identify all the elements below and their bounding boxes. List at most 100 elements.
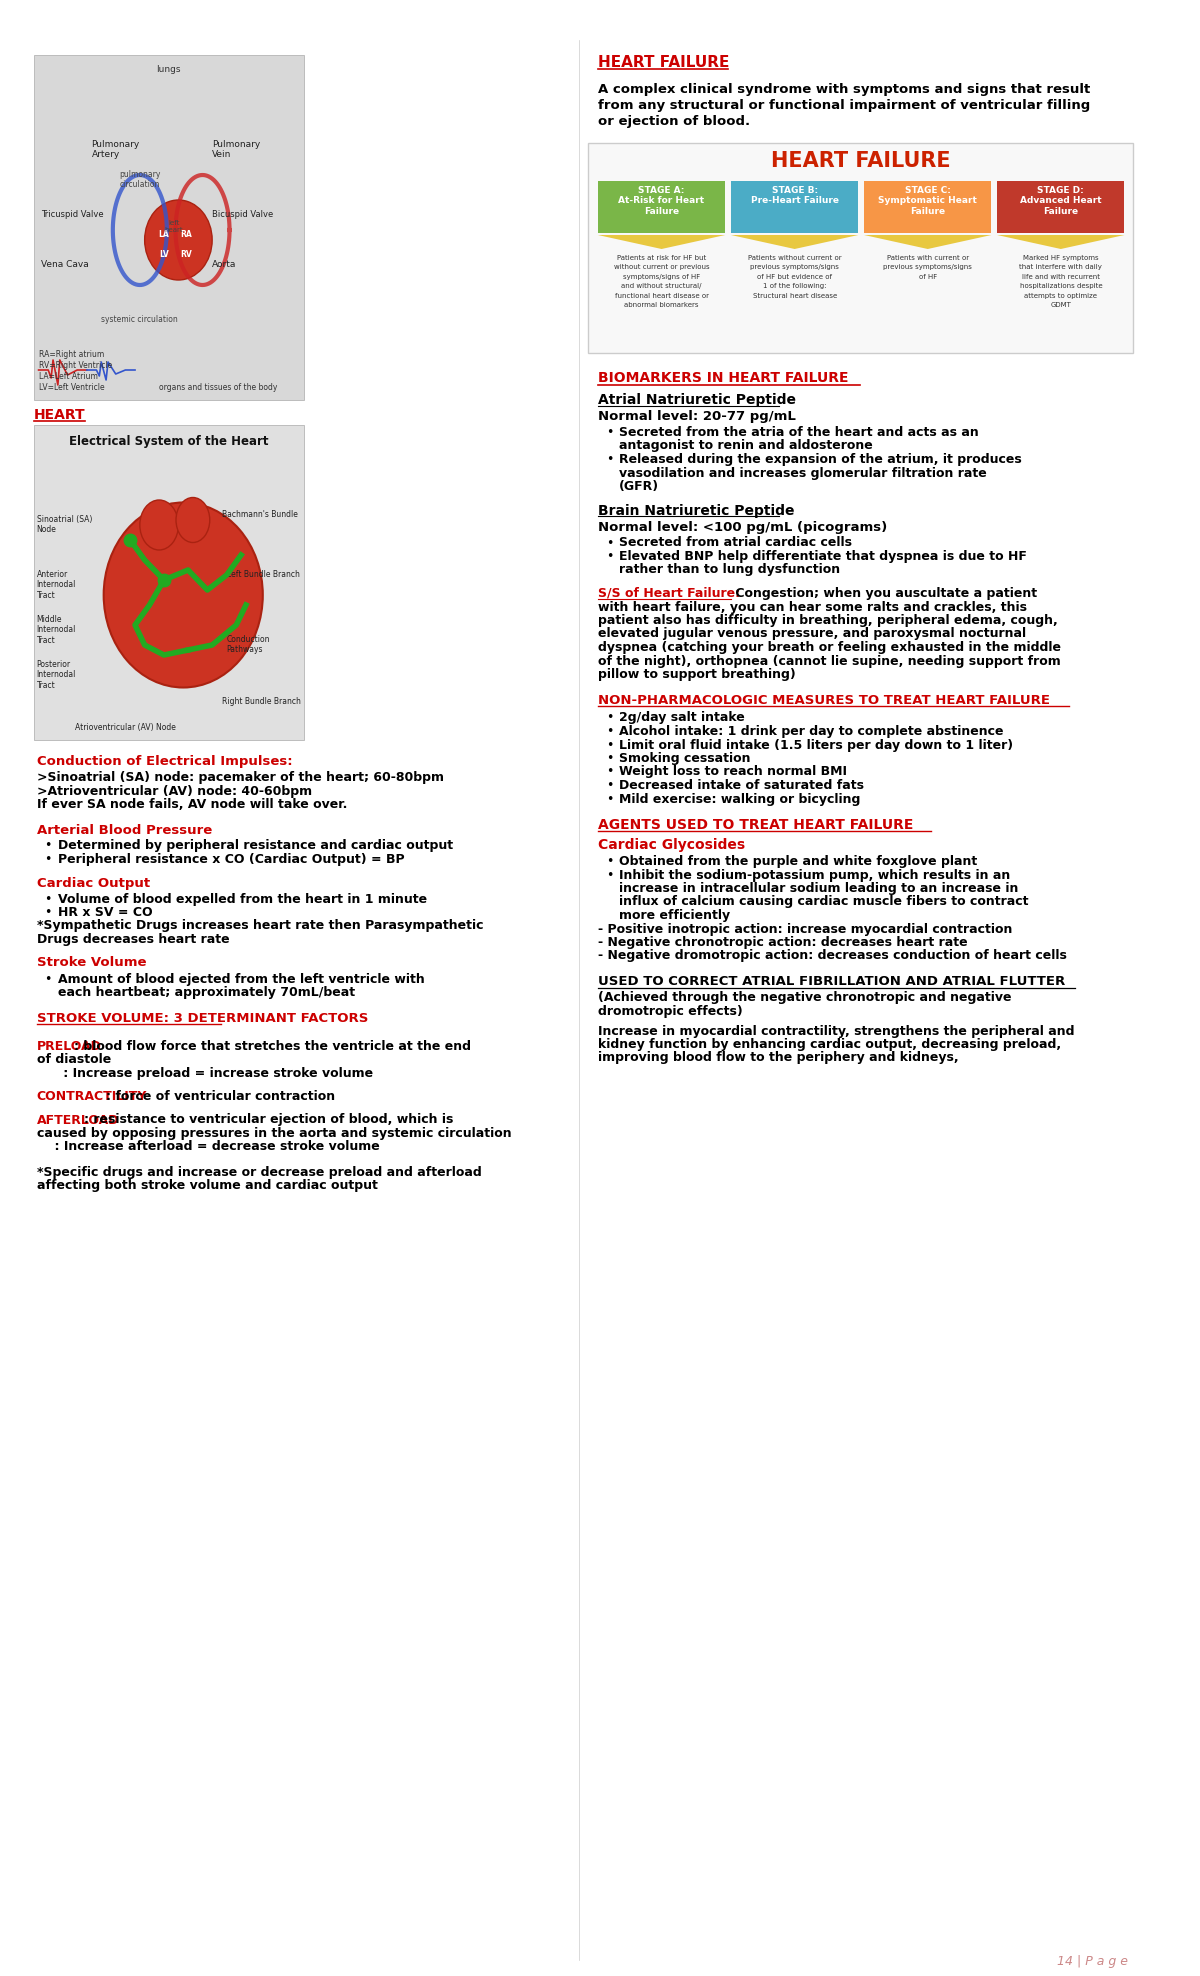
Text: Mild exercise: walking or bicycling: Mild exercise: walking or bicycling [619,792,860,806]
Text: Patients at risk for HF but: Patients at risk for HF but [617,255,706,261]
Text: Decreased intake of saturated fats: Decreased intake of saturated fats [619,779,864,792]
Text: LA: LA [158,229,169,239]
Text: Pulmonary
Vein: Pulmonary Vein [212,140,260,160]
Text: HEART FAILURE: HEART FAILURE [598,55,730,69]
Text: Posterior
Internodal
Tract: Posterior Internodal Tract [37,660,76,690]
Text: •: • [44,893,52,905]
Text: LV: LV [160,251,169,259]
Text: >Sinoatrial (SA) node: pacemaker of the heart; 60-80bpm: >Sinoatrial (SA) node: pacemaker of the … [37,771,444,784]
Text: BIOMARKERS IN HEART FAILURE: BIOMARKERS IN HEART FAILURE [598,371,848,385]
FancyBboxPatch shape [588,142,1133,354]
Text: pillow to support breathing): pillow to support breathing) [598,668,796,682]
Text: influx of calcium causing cardiac muscle fibers to contract: influx of calcium causing cardiac muscle… [619,895,1028,909]
Text: Bachmann's Bundle: Bachmann's Bundle [222,510,298,520]
Text: HR x SV = CO: HR x SV = CO [58,907,152,919]
Text: Brain Natriuretic Peptide: Brain Natriuretic Peptide [598,504,794,518]
Text: RV: RV [180,251,192,259]
Text: AGENTS USED TO TREAT HEART FAILURE: AGENTS USED TO TREAT HEART FAILURE [598,818,913,832]
Text: vasodilation and increases glomerular filtration rate: vasodilation and increases glomerular fi… [619,466,986,480]
Text: Cardiac Output: Cardiac Output [37,877,150,889]
Text: 14 | P a g e: 14 | P a g e [1057,1954,1128,1968]
Text: AFTERLOAD: AFTERLOAD [37,1114,119,1126]
Text: kidney function by enhancing cardiac output, decreasing preload,: kidney function by enhancing cardiac out… [598,1037,1061,1051]
Text: Electrical System of the Heart: Electrical System of the Heart [70,435,269,449]
Text: : Increase preload = increase stroke volume: : Increase preload = increase stroke vol… [37,1067,373,1079]
Text: Tricuspid Valve: Tricuspid Valve [42,209,104,219]
Text: symptoms/signs of HF: symptoms/signs of HF [623,275,700,281]
FancyBboxPatch shape [34,55,304,399]
Text: STAGE D:
Advanced Heart
Failure: STAGE D: Advanced Heart Failure [1020,186,1102,215]
Text: Atrial Natriuretic Peptide: Atrial Natriuretic Peptide [598,393,796,407]
Text: •: • [606,725,613,737]
Text: or ejection of blood.: or ejection of blood. [598,115,750,128]
Text: Normal level: 20-77 pg/mL: Normal level: 20-77 pg/mL [598,409,796,423]
Text: Increase in myocardial contractility, strengthens the peripheral and: Increase in myocardial contractility, st… [598,1024,1074,1037]
Text: Amount of blood ejected from the left ventricle with: Amount of blood ejected from the left ve… [58,972,425,986]
Text: Stroke Volume: Stroke Volume [37,956,146,970]
Text: Normal level: <100 pg/mL (picograms): Normal level: <100 pg/mL (picograms) [598,520,887,534]
Text: previous symptoms/signs: previous symptoms/signs [750,265,839,271]
Text: STAGE C:
Symptomatic Heart
Failure: STAGE C: Symptomatic Heart Failure [878,186,977,215]
Text: elevated jugular venous pressure, and paroxysmal nocturnal: elevated jugular venous pressure, and pa… [598,628,1026,640]
Text: pulmonary
circulation: pulmonary circulation [119,170,161,190]
Text: LV=Left Ventricle: LV=Left Ventricle [38,383,104,391]
Text: Peripheral resistance x CO (Cardiac Output) = BP: Peripheral resistance x CO (Cardiac Outp… [58,854,404,865]
Text: RA: RA [180,229,192,239]
Ellipse shape [140,500,179,549]
Text: Bicuspid Valve: Bicuspid Valve [212,209,274,219]
Text: : Increase afterload = decrease stroke volume: : Increase afterload = decrease stroke v… [37,1140,379,1154]
Text: Secreted from the atria of the heart and acts as an: Secreted from the atria of the heart and… [619,427,979,439]
Text: Cardiac Glycosides: Cardiac Glycosides [598,838,745,852]
Text: Alcohol intake: 1 drink per day to complete abstinence: Alcohol intake: 1 drink per day to compl… [619,725,1003,737]
Text: increase in intracellular sodium leading to an increase in: increase in intracellular sodium leading… [619,881,1019,895]
Text: CONTRACTILITY: CONTRACTILITY [37,1091,148,1103]
Text: HEART FAILURE: HEART FAILURE [770,150,950,172]
FancyBboxPatch shape [598,182,725,233]
Text: S/S of Heart Failure:: S/S of Heart Failure: [598,587,740,601]
Text: >Atrioventricular (AV) node: 40-60bpm: >Atrioventricular (AV) node: 40-60bpm [37,784,312,798]
Text: hospitalizations despite: hospitalizations despite [1020,283,1102,290]
Text: Structural heart disease: Structural heart disease [752,292,836,298]
Text: Atrioventricular (AV) Node: Atrioventricular (AV) Node [74,723,176,731]
Text: Determined by peripheral resistance and cardiac output: Determined by peripheral resistance and … [58,840,452,852]
Text: Anterior
Internodal
Tract: Anterior Internodal Tract [37,569,76,601]
Text: Limit oral fluid intake (1.5 liters per day down to 1 liter): Limit oral fluid intake (1.5 liters per … [619,739,1013,751]
Text: •: • [606,765,613,779]
Polygon shape [997,235,1124,249]
Text: •: • [606,711,613,725]
Text: 2g/day salt intake: 2g/day salt intake [619,711,745,725]
Text: Arterial Blood Pressure: Arterial Blood Pressure [37,824,212,836]
Text: STAGE A:
At-Risk for Heart
Failure: STAGE A: At-Risk for Heart Failure [618,186,704,215]
Text: Secreted from atrial cardiac cells: Secreted from atrial cardiac cells [619,537,852,549]
Text: PRELOAD: PRELOAD [37,1039,102,1053]
Text: •: • [44,840,52,852]
Text: Patients without current or: Patients without current or [748,255,841,261]
Text: NON-PHARMACOLOGIC MEASURES TO TREAT HEART FAILURE: NON-PHARMACOLOGIC MEASURES TO TREAT HEAR… [598,694,1050,707]
Text: from any structural or functional impairment of ventricular filling: from any structural or functional impair… [598,99,1090,113]
Polygon shape [598,235,725,249]
Text: Drugs decreases heart rate: Drugs decreases heart rate [37,933,229,947]
Text: of the night), orthopnea (cannot lie supine, needing support from: of the night), orthopnea (cannot lie sup… [598,654,1061,668]
Text: (Achieved through the negative chronotropic and negative: (Achieved through the negative chronotro… [598,992,1012,1004]
Text: •: • [44,907,52,919]
Text: Conduction of Electrical Impulses:: Conduction of Electrical Impulses: [37,755,293,769]
Text: each heartbeat; approximately 70mL/beat: each heartbeat; approximately 70mL/beat [58,986,355,1000]
Text: - Negative chronotropic action: decreases heart rate: - Negative chronotropic action: decrease… [598,937,967,948]
Text: Obtained from the purple and white foxglove plant: Obtained from the purple and white foxgl… [619,856,977,867]
Text: Elevated BNP help differentiate that dyspnea is due to HF: Elevated BNP help differentiate that dys… [619,549,1027,563]
Text: LA=Left Atrium: LA=Left Atrium [38,371,97,381]
Ellipse shape [103,502,263,688]
Text: •: • [606,537,613,549]
Text: - Negative dromotropic action: decreases conduction of heart cells: - Negative dromotropic action: decreases… [598,950,1067,962]
Text: more efficiently: more efficiently [619,909,731,923]
Text: left
heart: left heart [164,219,182,233]
Text: affecting both stroke volume and cardiac output: affecting both stroke volume and cardiac… [37,1180,378,1192]
Text: Sinoatrial (SA)
Node: Sinoatrial (SA) Node [37,516,92,534]
Text: •: • [606,549,613,563]
FancyBboxPatch shape [731,182,858,233]
Text: •: • [44,972,52,986]
Text: •: • [606,453,613,466]
Text: Weight loss to reach normal BMI: Weight loss to reach normal BMI [619,765,847,779]
Text: antagonist to renin and aldosterone: antagonist to renin and aldosterone [619,439,872,453]
Text: and without structural/: and without structural/ [622,283,702,290]
